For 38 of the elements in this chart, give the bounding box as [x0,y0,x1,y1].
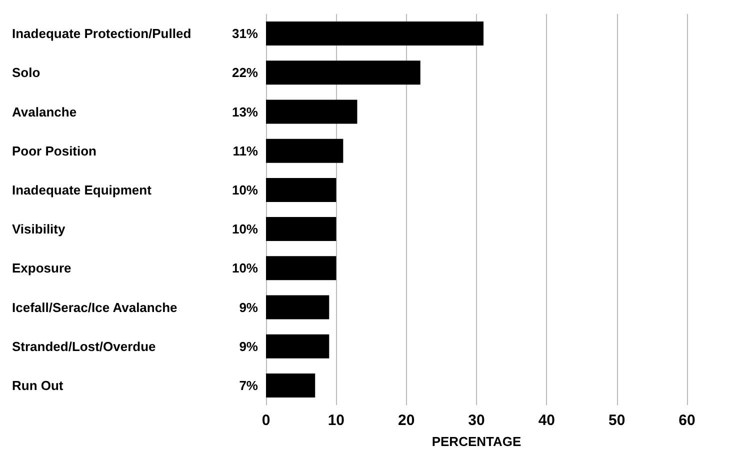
x-axis-title: PERCENTAGE [432,434,522,449]
data-label: 10% [232,260,258,276]
y-tick-label: Avalanche [12,104,77,120]
y-tick-label: Run Out [12,378,64,393]
y-tick-label: Visibility [12,222,66,237]
y-tick-label: Inadequate Equipment [12,182,152,198]
bar [266,22,484,46]
data-label: 11% [232,143,258,158]
x-tick-label: 50 [608,412,626,429]
x-tick-label: 40 [538,412,556,429]
data-label: 7% [239,378,258,393]
x-tick-label: 60 [678,412,696,429]
bar [266,373,316,398]
data-label: 31% [232,26,258,42]
y-tick-label: Poor Position [12,143,97,158]
y-tick-label: Inadequate Protection/Pulled [12,26,192,42]
y-tick-label: Stranded/Lost/Overdue [12,338,156,354]
data-label: 9% [239,338,258,354]
bar [266,256,336,280]
y-tick-label: Exposure [12,260,72,276]
bar [266,217,336,242]
data-label: 10% [232,222,258,237]
bar [266,178,336,202]
x-tick-label: 10 [328,412,345,429]
bar [266,334,330,358]
data-label: 22% [232,65,258,80]
y-tick-label: Solo [12,65,40,80]
x-tick-label: 0 [262,412,270,429]
bar [266,100,358,124]
y-tick-label: Icefall/Serac/Ice Avalanche [12,300,178,315]
data-label: 10% [232,182,258,198]
data-label: 9% [239,300,258,315]
x-tick-label: 20 [398,412,415,429]
bar [266,60,420,85]
x-tick-label: 30 [468,412,485,429]
bar [266,295,330,320]
bar [266,138,344,163]
data-label: 13% [232,104,258,120]
